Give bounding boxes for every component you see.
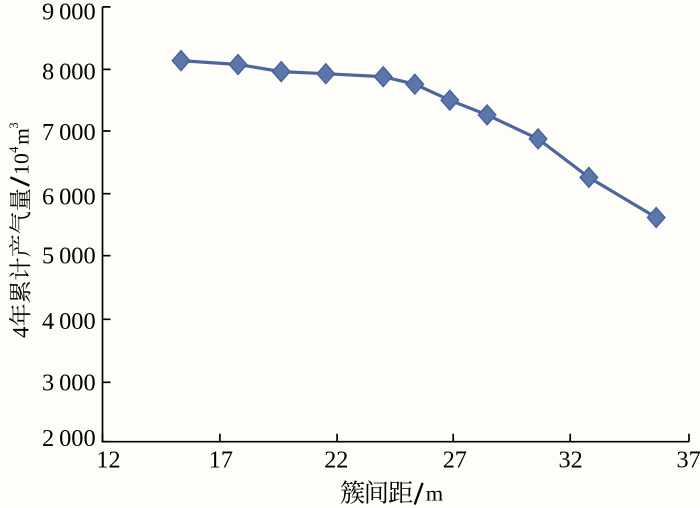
svg-text:5 000: 5 000 [42, 242, 96, 269]
svg-text:2 000: 2 000 [42, 425, 96, 452]
svg-text:4: 4 [7, 146, 21, 153]
svg-text:7 000: 7 000 [42, 119, 96, 146]
svg-text:6 000: 6 000 [42, 184, 96, 211]
svg-text:m: m [426, 482, 444, 505]
svg-text:m: m [10, 128, 34, 145]
svg-text:17: 17 [209, 446, 233, 473]
svg-text:3 000: 3 000 [42, 369, 96, 396]
svg-text:27: 27 [443, 446, 467, 473]
svg-text:12: 12 [96, 446, 120, 473]
svg-text:9 000: 9 000 [42, 0, 96, 26]
svg-text:4 000: 4 000 [42, 308, 96, 335]
svg-text:32: 32 [559, 446, 583, 473]
svg-text:3: 3 [7, 122, 21, 128]
svg-text:4: 4 [9, 326, 34, 338]
svg-text:10: 10 [10, 153, 34, 175]
svg-text:22: 22 [324, 446, 348, 473]
svg-text:8 000: 8 000 [42, 59, 96, 86]
svg-text:37: 37 [677, 446, 700, 473]
